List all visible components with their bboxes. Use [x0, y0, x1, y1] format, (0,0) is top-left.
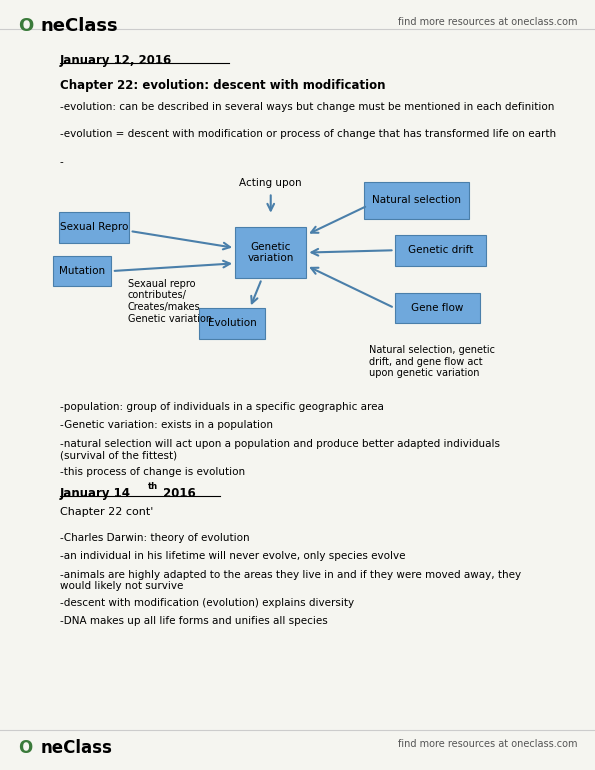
- Text: -evolution: can be described in several ways but change must be mentioned in eac: -evolution: can be described in several …: [60, 102, 554, 112]
- Text: Chapter 22 cont': Chapter 22 cont': [60, 507, 153, 517]
- Text: -an individual in his lifetime will never evolve, only species evolve: -an individual in his lifetime will neve…: [60, 551, 405, 561]
- Text: -animals are highly adapted to the areas they live in and if they were moved awa: -animals are highly adapted to the areas…: [60, 570, 521, 591]
- Text: 2016: 2016: [159, 487, 196, 500]
- Text: Acting upon: Acting upon: [239, 179, 302, 188]
- FancyBboxPatch shape: [395, 293, 480, 323]
- Text: Mutation: Mutation: [59, 266, 105, 276]
- FancyBboxPatch shape: [53, 256, 111, 286]
- FancyBboxPatch shape: [364, 182, 469, 219]
- Text: -evolution = descent with modification or process of change that has transformed: -evolution = descent with modification o…: [60, 129, 556, 139]
- Text: Sexual Repro: Sexual Repro: [60, 223, 128, 232]
- Text: find more resources at oneclass.com: find more resources at oneclass.com: [397, 739, 577, 749]
- Text: -descent with modification (evolution) explains diversity: -descent with modification (evolution) e…: [60, 598, 353, 608]
- Text: neClass: neClass: [40, 739, 112, 757]
- Text: -natural selection will act upon a population and produce better adapted individ: -natural selection will act upon a popul…: [60, 439, 499, 460]
- Text: neClass: neClass: [40, 17, 118, 35]
- Text: Gene flow: Gene flow: [411, 303, 464, 313]
- Text: find more resources at oneclass.com: find more resources at oneclass.com: [397, 17, 577, 27]
- Text: Natural selection: Natural selection: [372, 196, 461, 205]
- Text: Genetic
variation: Genetic variation: [248, 242, 294, 263]
- FancyBboxPatch shape: [235, 227, 306, 278]
- Text: O: O: [18, 739, 32, 757]
- FancyBboxPatch shape: [199, 308, 265, 339]
- Text: Sexaual repro
contributes/
Creates/makes
Genetic variation: Sexaual repro contributes/ Creates/makes…: [128, 279, 212, 323]
- Text: -this process of change is evolution: -this process of change is evolution: [60, 467, 245, 477]
- FancyBboxPatch shape: [395, 235, 486, 266]
- FancyBboxPatch shape: [59, 212, 129, 243]
- Text: -Charles Darwin: theory of evolution: -Charles Darwin: theory of evolution: [60, 533, 249, 543]
- Text: O: O: [18, 17, 33, 35]
- Text: January 14: January 14: [60, 487, 130, 500]
- Text: -population: group of individuals in a specific geographic area: -population: group of individuals in a s…: [60, 402, 383, 412]
- Text: Natural selection, genetic
drift, and gene flow act
upon genetic variation: Natural selection, genetic drift, and ge…: [369, 345, 495, 378]
- Text: -DNA makes up all life forms and unifies all species: -DNA makes up all life forms and unifies…: [60, 616, 327, 626]
- Text: Chapter 22: evolution: descent with modification: Chapter 22: evolution: descent with modi…: [60, 79, 385, 92]
- Text: th: th: [148, 482, 158, 491]
- Text: -: -: [60, 157, 63, 167]
- Text: -Genetic variation: exists in a population: -Genetic variation: exists in a populati…: [60, 420, 273, 430]
- Text: Evolution: Evolution: [208, 319, 256, 328]
- Text: Genetic drift: Genetic drift: [408, 246, 473, 255]
- Text: January 12, 2016: January 12, 2016: [60, 54, 172, 67]
